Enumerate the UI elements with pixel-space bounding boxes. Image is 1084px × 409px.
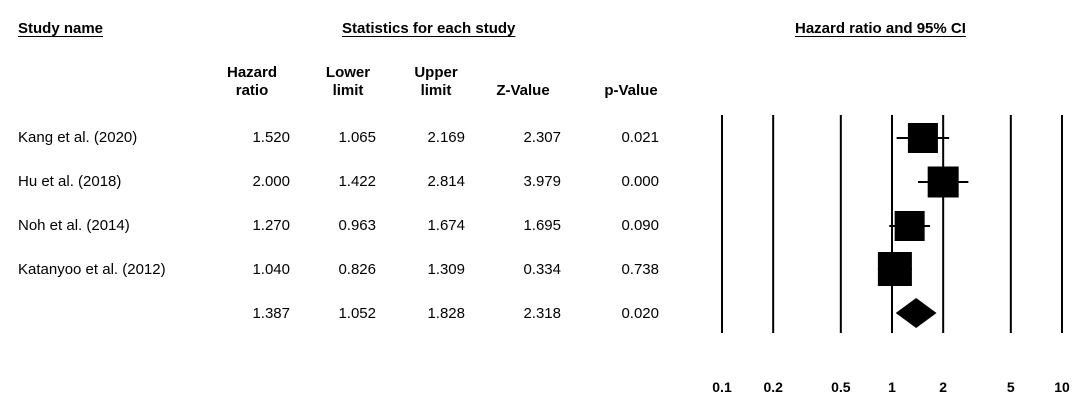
study-name: Noh et al. (2014): [18, 217, 130, 234]
cell-lower: 1.052: [338, 305, 376, 322]
tick-label-1: 1: [888, 379, 896, 395]
cell-lower: 1.422: [338, 173, 376, 190]
tick-label-0.2: 0.2: [763, 379, 783, 395]
study-marker: [927, 166, 959, 198]
cell-hr: 2.000: [252, 173, 290, 190]
cell-z: 0.334: [523, 261, 561, 278]
cell-z: 2.307: [523, 129, 561, 146]
cell-z: 1.695: [523, 217, 561, 234]
cell-hr: 1.520: [252, 129, 290, 146]
cell-hr: 1.270: [252, 217, 290, 234]
study-name: Kang et al. (2020): [18, 129, 138, 146]
study-marker: [894, 211, 925, 241]
column-header-lower-limit: Lower limit: [325, 64, 371, 99]
cell-p: 0.738: [621, 261, 659, 278]
cell-lower: 0.963: [338, 217, 376, 234]
tick-label-5: 5: [1007, 379, 1015, 395]
study-marker: [907, 123, 938, 153]
study-name: Katanyoo et al. (2012): [18, 261, 166, 278]
column-header-hazard-ratio: Hazard ratio: [226, 64, 278, 99]
cell-upper: 2.814: [427, 173, 465, 190]
cell-lower: 1.065: [338, 129, 376, 146]
cell-lower: 0.826: [338, 261, 376, 278]
cell-upper: 1.828: [427, 305, 465, 322]
cell-p: 0.020: [621, 305, 659, 322]
column-header-upper-limit: Upper limit: [414, 64, 458, 99]
header-statistics: Statistics for each study: [342, 20, 516, 37]
column-header-p-value: p-Value: [604, 82, 658, 99]
cell-upper: 1.309: [427, 261, 465, 278]
cell-hr: 1.040: [252, 261, 290, 278]
cell-z: 2.318: [523, 305, 561, 322]
column-header-z-value: Z-Value: [496, 82, 550, 99]
cell-p: 0.000: [621, 173, 659, 190]
tick-label-10: 10: [1054, 379, 1070, 395]
cell-p: 0.021: [621, 129, 659, 146]
summary-diamond: [895, 298, 937, 328]
cell-upper: 2.169: [427, 129, 465, 146]
cell-upper: 1.674: [427, 217, 465, 234]
header-study-name: Study name: [18, 20, 104, 37]
header-plot: Hazard ratio and 95% CI: [795, 20, 966, 37]
study-marker: [877, 252, 912, 286]
tick-label-0.5: 0.5: [831, 379, 851, 395]
tick-label-2: 2: [939, 379, 947, 395]
study-name: Hu et al. (2018): [18, 173, 122, 190]
cell-hr: 1.387: [252, 305, 290, 322]
tick-label-0.1: 0.1: [712, 379, 732, 395]
cell-z: 3.979: [523, 173, 561, 190]
cell-p: 0.090: [621, 217, 659, 234]
